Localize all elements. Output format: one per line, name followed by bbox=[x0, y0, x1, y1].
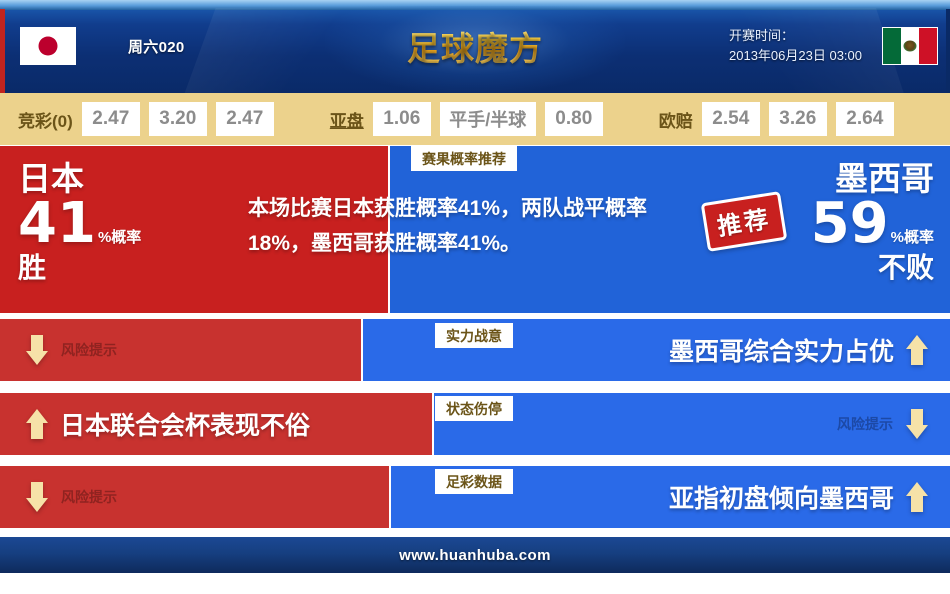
odds-group-title: 竞彩(0) bbox=[18, 111, 73, 131]
odds-group-asian: 亚盘 1.06 平手/半球 0.80 bbox=[330, 102, 603, 136]
header-top-sheen bbox=[0, 0, 950, 10]
away-percent-value: 59 bbox=[810, 191, 889, 256]
away-probability-block: 墨西哥 59 %概率 不败 bbox=[811, 160, 934, 284]
section-tab-probability: 赛果概率推荐 bbox=[411, 146, 517, 171]
comparison-row-red-bar bbox=[0, 466, 389, 528]
arrow-down-icon bbox=[26, 335, 48, 365]
comparison-left-hint-text: 风险提示 bbox=[61, 489, 117, 505]
footer-bar: www.huanhuba.com bbox=[0, 537, 950, 573]
odds-bar: 竞彩(0) 2.47 3.20 2.47 亚盘 1.06 平手/半球 0.80 … bbox=[0, 93, 950, 145]
odds-group-title: 欧赔 bbox=[658, 111, 693, 131]
home-outcome-label: 胜 bbox=[18, 252, 47, 283]
section-tab-betting-data: 足彩数据 bbox=[435, 469, 513, 494]
comparison-row: 风险提示 墨西哥综合实力占优 bbox=[0, 319, 950, 381]
arrow-up-icon bbox=[906, 482, 928, 512]
comparison-left-statement: 日本联合会杯表现不俗 bbox=[26, 393, 310, 455]
probability-home-side bbox=[0, 146, 388, 313]
home-percent-row: 41 %概率 bbox=[18, 191, 142, 256]
arrow-up-icon bbox=[26, 409, 48, 439]
japan-flag-disc bbox=[38, 36, 58, 56]
probability-description: 本场比赛日本获胜概率41%，两队战平概率18%，墨西哥获胜概率41%。 bbox=[248, 197, 648, 255]
comparison-row-blue-bar bbox=[434, 393, 950, 455]
section-tab-form: 状态伤停 bbox=[435, 396, 513, 421]
comparison-left-hint: 风险提示 bbox=[26, 319, 117, 381]
away-outcome-label: 不败 bbox=[877, 252, 934, 283]
odds-cell-euro-away[interactable]: 2.64 bbox=[835, 102, 894, 136]
odds-cell-home[interactable]: 2.47 bbox=[81, 102, 140, 136]
arrow-up-icon bbox=[906, 335, 928, 365]
kickoff-value: 2013年06月23日 03:00 bbox=[729, 48, 862, 63]
arrow-down-icon bbox=[26, 482, 48, 512]
away-percent-unit: %概率 bbox=[890, 229, 934, 246]
home-percent-value: 41 bbox=[18, 191, 96, 256]
round-label: 周六020 bbox=[128, 39, 185, 56]
comparison-left-hint: 风险提示 bbox=[26, 466, 117, 528]
odds-cell-euro-home[interactable]: 2.54 bbox=[701, 102, 760, 136]
left-accent-stripe bbox=[0, 9, 5, 93]
comparison-right-hint-text: 风险提示 bbox=[837, 416, 893, 432]
mexico-flag-emblem bbox=[903, 40, 917, 52]
odds-cell-asian-handicap[interactable]: 平手/半球 bbox=[439, 102, 536, 136]
odds-cell-draw[interactable]: 3.20 bbox=[148, 102, 207, 136]
comparison-right-statement-text: 墨西哥综合实力占优 bbox=[668, 338, 894, 366]
probability-away-side bbox=[390, 146, 950, 313]
comparison-left-statement-text: 日本联合会杯表现不俗 bbox=[60, 412, 311, 440]
arrow-down-icon bbox=[906, 409, 928, 439]
odds-group-jingcai: 竞彩(0) 2.47 3.20 2.47 bbox=[18, 102, 274, 136]
odds-group-title: 亚盘 bbox=[329, 111, 364, 131]
comparison-right-statement: 亚指初盘倾向墨西哥 bbox=[669, 466, 928, 528]
odds-cell-asian-away[interactable]: 0.80 bbox=[544, 102, 603, 136]
japan-flag bbox=[20, 27, 76, 65]
right-accent-stripe bbox=[946, 9, 950, 93]
away-team-name: 墨西哥 bbox=[835, 160, 934, 197]
comparison-right-statement: 墨西哥综合实力占优 bbox=[669, 319, 928, 381]
kickoff-time: 开赛时间： 2013年06月23日 03:00 bbox=[729, 26, 862, 66]
home-team-name: 日本 bbox=[18, 160, 84, 197]
match-header: 周六020 足球魔方 开赛时间： 2013年06月23日 03:00 bbox=[0, 0, 950, 93]
comparison-row-red-bar bbox=[0, 393, 432, 455]
comparison-row-red-bar bbox=[0, 319, 361, 381]
header-glow bbox=[325, 6, 625, 93]
odds-cell-away[interactable]: 2.47 bbox=[215, 102, 274, 136]
comparison-left-hint-text: 风险提示 bbox=[61, 342, 117, 358]
mexico-flag-green bbox=[883, 28, 901, 64]
kickoff-label: 开赛时间： bbox=[729, 28, 795, 43]
home-percent-unit: %概率 bbox=[97, 229, 142, 246]
mexico-flag-red bbox=[918, 28, 937, 64]
mexico-flag bbox=[882, 27, 938, 65]
comparison-right-hint: 风险提示 bbox=[837, 393, 928, 455]
site-logo: 足球魔方 bbox=[407, 22, 543, 70]
home-probability-block: 日本 41 %概率 胜 bbox=[18, 160, 141, 284]
probability-panel: 日本 41 %概率 胜 墨西哥 59 %概率 不败 bbox=[0, 146, 950, 313]
odds-cell-euro-draw[interactable]: 3.26 bbox=[768, 102, 827, 136]
footer-url[interactable]: www.huanhuba.com bbox=[399, 546, 551, 564]
section-tab-strength: 实力战意 bbox=[435, 323, 513, 348]
away-percent-row: 59 %概率 bbox=[810, 191, 934, 256]
odds-group-european: 欧赔 2.54 3.26 2.64 bbox=[659, 102, 894, 136]
odds-cell-asian-home[interactable]: 1.06 bbox=[372, 102, 431, 136]
footer-white-pad bbox=[0, 573, 950, 594]
header-diagonal-left bbox=[184, 8, 396, 93]
comparison-right-statement-text: 亚指初盘倾向墨西哥 bbox=[668, 485, 894, 513]
comparison-row: 日本联合会杯表现不俗 风险提示 bbox=[0, 393, 950, 455]
